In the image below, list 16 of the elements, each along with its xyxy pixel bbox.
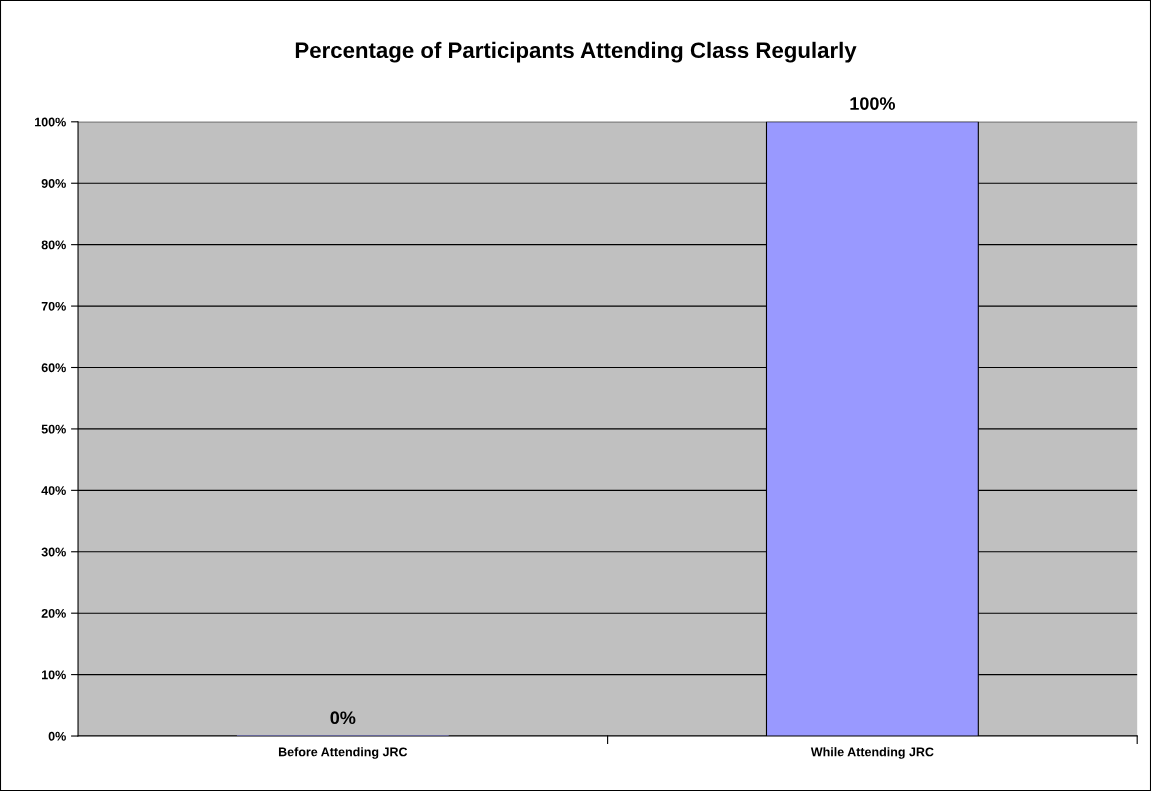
y-tick-label: 100% — [35, 117, 66, 127]
y-tick-label: 70% — [41, 301, 66, 311]
y-tick-label: 50% — [41, 424, 66, 434]
data-label: 100% — [850, 97, 896, 110]
y-tick-label: 90% — [41, 179, 66, 188]
y-tick-label: 30% — [41, 547, 66, 557]
y-tick-label: 40% — [41, 486, 66, 495]
x-tick-label: Before Attending JRC — [278, 747, 408, 759]
y-tick-label: 80% — [41, 240, 66, 250]
chart-title: Percentage of Participants Attending Class Regularly — [295, 41, 857, 63]
y-tick-label: 60% — [41, 363, 66, 373]
y-tick-label: 0% — [48, 731, 66, 741]
x-tick-label: While Attending JRC — [810, 747, 934, 759]
data-label: 0% — [330, 711, 356, 725]
y-tick-label: 20% — [41, 608, 66, 618]
y-tick-label: 10% — [42, 670, 66, 680]
